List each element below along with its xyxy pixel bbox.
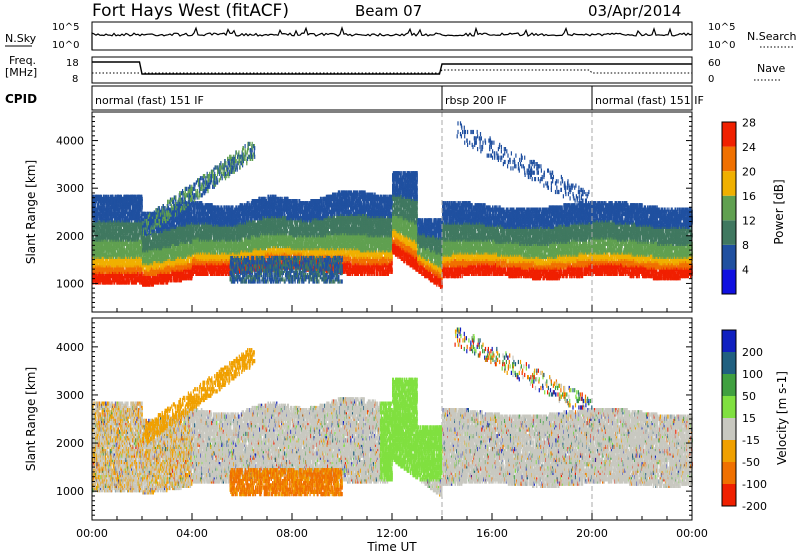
colorbar-tick-label: 12 xyxy=(742,215,756,228)
power-colorbar-label: Power [dB] xyxy=(772,179,786,244)
beam-label: Beam 07 xyxy=(355,2,422,20)
colorbar-swatch xyxy=(722,484,736,506)
colorbar-swatch xyxy=(722,245,736,270)
colorbar-swatch xyxy=(722,418,736,440)
nsky-trace xyxy=(92,28,692,50)
colorbar-tick-label: 100 xyxy=(742,368,763,381)
colorbar-swatch xyxy=(722,374,736,396)
x-tick-label: 00:00 xyxy=(76,527,108,540)
freq-trace xyxy=(92,62,692,74)
colorbar-tick-label: -50 xyxy=(742,456,760,469)
colorbar-tick-label: 50 xyxy=(742,390,756,403)
colorbar-swatch xyxy=(722,171,736,196)
colorbar-tick-label: 8 xyxy=(742,239,749,252)
velocity-colorbar-label: Velocity [m s-1] xyxy=(775,371,789,465)
colorbar-swatch xyxy=(722,220,736,245)
colorbar-tick-label: 20 xyxy=(742,165,756,178)
colorbar-tick-label: 16 xyxy=(742,190,756,203)
colorbar-tick-label: 200 xyxy=(742,346,763,359)
nsearch-tick-low: 10^0 xyxy=(708,40,735,51)
power-colorbar: 4 8 12 16 20 24 28 xyxy=(722,116,756,294)
nsky-label: N.Sky xyxy=(5,32,37,45)
colorbar-swatch xyxy=(722,196,736,221)
y-tick-label: 2000 xyxy=(56,437,84,450)
velocity-heatmap xyxy=(92,328,693,497)
x-tick-label: 00:00 xyxy=(676,527,708,540)
y-tick-label: 1000 xyxy=(56,277,84,290)
colorbar-tick-label: 15 xyxy=(742,412,756,425)
x-tick-label: 12:00 xyxy=(376,527,408,540)
y-tick-label: 3000 xyxy=(56,182,84,195)
x-tick-label: 08:00 xyxy=(276,527,308,540)
colorbar-swatch xyxy=(722,462,736,484)
nsky-tick-low: 10^0 xyxy=(52,40,79,51)
y-tick-label: 1000 xyxy=(56,485,84,498)
figure-title: Fort Hays West (fitACF) xyxy=(92,1,289,21)
cpid-label: CPID xyxy=(5,92,37,106)
colorbar-swatch xyxy=(722,352,736,374)
colorbar-tick-label: -200 xyxy=(742,500,767,513)
cpid-segment-label: normal (fast) 151 IF xyxy=(95,94,204,107)
freq-tick-low: 8 xyxy=(72,74,78,85)
xaxis-label: Time UT xyxy=(366,540,417,554)
y-tick-label: 4000 xyxy=(56,135,84,148)
y-tick-label: 3000 xyxy=(56,389,84,402)
colorbar-tick-label: 4 xyxy=(742,264,749,277)
colorbar-tick-label: 24 xyxy=(742,141,756,154)
nave-trace xyxy=(92,70,692,73)
colorbar-tick-label: -100 xyxy=(742,478,767,491)
colorbar-tick-label: -15 xyxy=(742,434,760,447)
colorbar-swatch xyxy=(722,440,736,462)
nsearch-label: N.Search xyxy=(747,30,797,43)
x-tick-label: 04:00 xyxy=(176,527,208,540)
nave-tick-high: 60 xyxy=(708,58,721,69)
velocity-ylabel: Slant Range [km] xyxy=(24,367,38,471)
cpid-segment-label: normal (fast) 151 IF xyxy=(595,94,704,107)
x-tick-label: 16:00 xyxy=(476,527,508,540)
freq-panel xyxy=(92,57,692,83)
colorbar-tick-label: 28 xyxy=(742,116,756,129)
cpid-segments: normal (fast) 151 IF rbsp 200 IF normal (f… xyxy=(95,86,704,110)
colorbar-swatch xyxy=(722,147,736,172)
radar-figure: Fort Hays West (fitACF) Beam 07 03/Apr/2… xyxy=(0,0,800,554)
nsky-tick-high: 10^5 xyxy=(52,22,79,33)
colorbar-swatch xyxy=(722,330,736,352)
nave-tick-low: 0 xyxy=(708,74,714,85)
freq-unit: [MHz] xyxy=(5,66,37,79)
y-tick-label: 4000 xyxy=(56,341,84,354)
nave-label: Nave xyxy=(757,62,785,75)
power-ylabel: Slant Range [km] xyxy=(24,160,38,264)
cpid-segment-label: rbsp 200 IF xyxy=(445,94,507,107)
colorbar-swatch xyxy=(722,396,736,418)
freq-tick-high: 18 xyxy=(66,58,79,69)
y-tick-label: 2000 xyxy=(56,230,84,243)
colorbar-swatch xyxy=(722,122,736,147)
date-label: 03/Apr/2014 xyxy=(588,2,681,20)
velocity-colorbar: 200 100 50 15 -15 -50 -100 -200 xyxy=(722,330,767,513)
nsearch-tick-high: 10^5 xyxy=(708,22,735,33)
colorbar-swatch xyxy=(722,269,736,294)
x-tick-label: 20:00 xyxy=(576,527,608,540)
